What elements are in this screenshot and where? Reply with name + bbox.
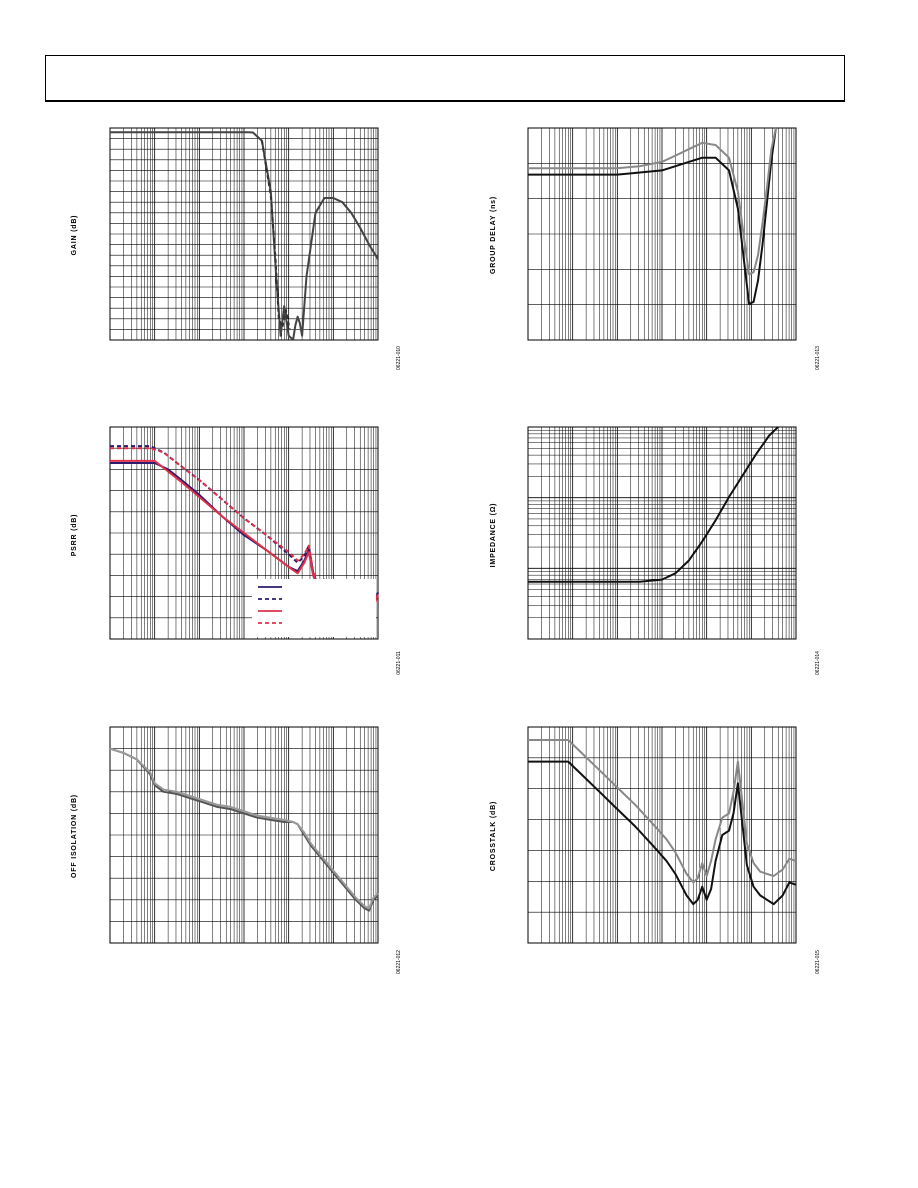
plot-frame <box>109 127 379 341</box>
series-line-4 <box>110 447 379 619</box>
series-line-2 <box>528 739 797 884</box>
off-isolation-y-axis-label: OFF ISOLATION (dB) <box>71 794 78 878</box>
crosstalk-figure-id: 06221-015 <box>815 950 821 974</box>
series-line-1 <box>528 760 797 906</box>
series-line-2 <box>528 127 777 276</box>
gain-y-axis-label: GAIN (dB) <box>71 214 78 256</box>
group-delay-y-axis-label: GROUP DELAY (ns) <box>490 195 497 275</box>
crosstalk-chart <box>527 726 797 944</box>
plot-frame <box>109 426 379 640</box>
series-line-1 <box>110 131 379 341</box>
off-isolation-chart <box>109 726 379 944</box>
series-line-1 <box>109 747 379 912</box>
psrr-chart <box>109 426 379 640</box>
page-header-box <box>45 55 845 102</box>
series-line-1 <box>528 426 779 583</box>
plot-frame <box>109 726 379 944</box>
group-delay-figure-id: 06221-013 <box>815 346 821 370</box>
impedance-chart <box>527 426 797 640</box>
plot-frame <box>527 426 797 640</box>
off-isolation-figure-id: 06221-012 <box>396 950 402 974</box>
gain-chart <box>109 127 379 341</box>
series-line-2 <box>109 747 379 910</box>
impedance-y-axis-label: IMPEDANCE (Ω) <box>490 502 497 568</box>
plot-frame <box>527 127 797 341</box>
psrr-y-axis-label: PSRR (dB) <box>71 513 78 557</box>
series-line-2 <box>260 140 291 330</box>
impedance-figure-id: 06221-014 <box>815 651 821 675</box>
crosstalk-y-axis-label: CROSSTALK (dB) <box>490 800 497 872</box>
gain-figure-id: 06221-010 <box>396 346 402 370</box>
legend-box <box>252 579 376 637</box>
plot-frame <box>527 726 797 944</box>
group-delay-chart <box>527 127 797 341</box>
psrr-figure-id: 06221-011 <box>396 651 402 675</box>
series-line-1 <box>528 127 777 305</box>
